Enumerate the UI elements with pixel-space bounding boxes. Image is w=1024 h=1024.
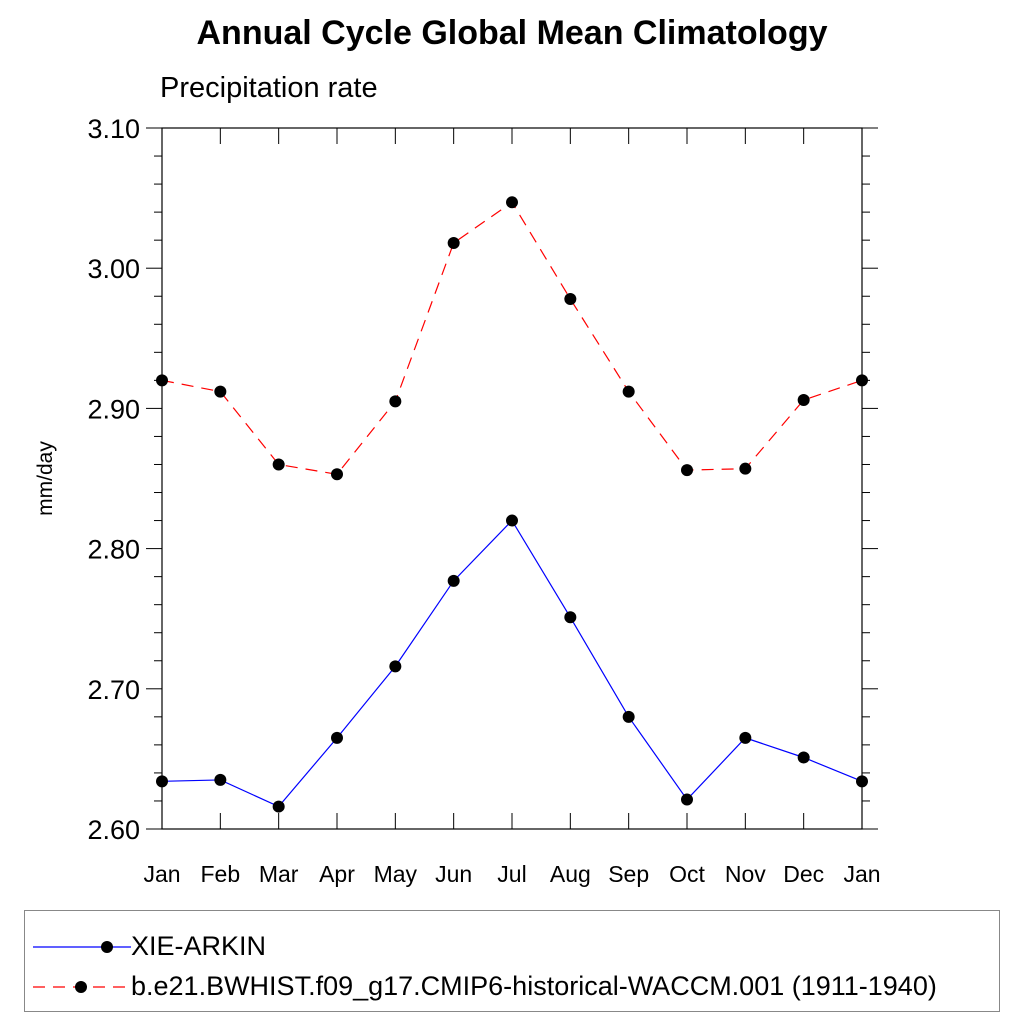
y-axis-label: mm/day	[34, 441, 57, 516]
data-point-s0-12	[856, 775, 868, 788]
x-tick-label: Oct	[669, 861, 705, 887]
plot-frame	[161, 127, 863, 830]
data-point-s1-12	[856, 374, 868, 387]
y-tick-label: 2.90	[87, 394, 140, 424]
legend-label-waccm: b.e21.BWHIST.f09_g17.CMIP6-historical-WA…	[131, 971, 937, 1001]
legend-dashed-line-marker-icon	[33, 981, 131, 993]
x-tick-label: Jan	[843, 861, 880, 887]
data-point-s0-6	[506, 514, 518, 527]
chart-subtitle: Precipitation rate	[160, 72, 378, 104]
data-point-s0-1	[214, 773, 227, 786]
data-point-s0-2	[272, 800, 285, 813]
x-tick-label: Jan	[143, 861, 180, 887]
y-tick-label: 3.00	[87, 254, 140, 284]
data-point-s1-3	[331, 468, 343, 481]
data-point-s0-0	[156, 775, 168, 788]
legend-entry-waccm: b.e21.BWHIST.f09_g17.CMIP6-historical-WA…	[25, 967, 999, 1007]
data-point-s1-9	[681, 464, 693, 477]
chart-title: Annual Cycle Global Mean Climatology	[196, 14, 828, 52]
data-point-s0-5	[447, 574, 460, 587]
data-point-s0-4	[389, 660, 402, 673]
data-point-s0-8	[622, 710, 635, 723]
x-tick-label: Jun	[435, 861, 472, 887]
legend-solid-line-marker-icon	[33, 941, 131, 953]
legend-entry-xie-arkin: XIE-ARKIN	[25, 927, 999, 967]
chart-legend: XIE-ARKIN b.e21.BWHIST.f09_g17.CMIP6-his…	[24, 910, 1000, 1012]
series-line-0	[161, 519, 863, 808]
data-point-s1-11	[797, 393, 810, 406]
x-tick-label: May	[374, 861, 418, 887]
data-point-s1-2	[272, 458, 285, 471]
x-tick-label: Aug	[550, 861, 591, 887]
data-point-s0-9	[681, 793, 693, 806]
legend-label-xie-arkin: XIE-ARKIN	[131, 931, 267, 961]
x-tick-label: Dec	[783, 861, 824, 887]
x-tick-label: Apr	[319, 861, 355, 887]
y-tick-label: 2.60	[87, 815, 140, 845]
data-point-s1-7	[564, 293, 577, 306]
y-tick-label: 2.70	[87, 675, 140, 705]
data-point-s1-8	[622, 385, 635, 398]
data-point-s0-10	[739, 731, 752, 744]
data-point-s1-5	[447, 236, 460, 249]
data-point-s1-4	[389, 395, 402, 408]
data-point-s1-6	[506, 196, 518, 209]
x-tick-label: Nov	[725, 861, 766, 887]
x-tick-label: Mar	[259, 861, 299, 887]
data-point-s1-1	[214, 385, 227, 398]
x-tick-label: Sep	[608, 861, 649, 887]
data-point-s1-10	[739, 462, 752, 475]
series-line-1	[161, 201, 863, 475]
y-tick-label: 3.10	[87, 114, 140, 144]
precipitation-line-chart: 2.60 2.70 2.80 2.90 3.00 3.10 Jan Feb Mar Apr May J…	[34, 114, 881, 887]
y-tick-label: 2.80	[87, 535, 140, 565]
data-point-s0-3	[331, 731, 343, 744]
x-tick-label: Jul	[497, 861, 526, 887]
data-point-s0-11	[797, 751, 810, 764]
data-point-s0-7	[564, 611, 577, 624]
x-tick-label: Feb	[201, 861, 241, 887]
data-point-s1-0	[156, 374, 168, 387]
